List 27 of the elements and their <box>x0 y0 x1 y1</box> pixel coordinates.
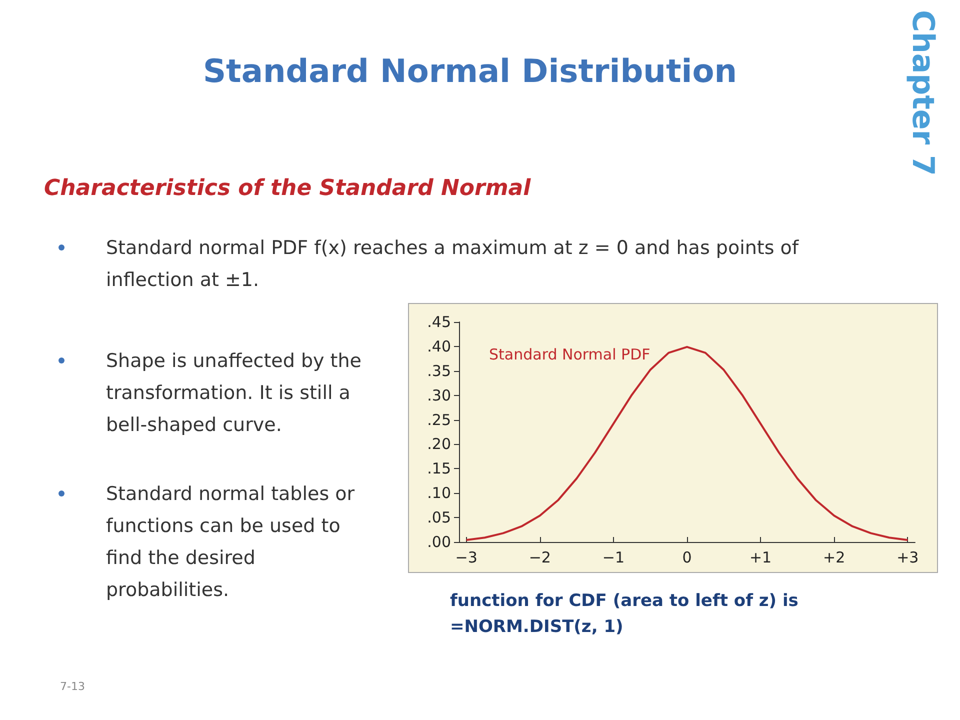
chart-title: Standard Normal Distribution <box>203 52 737 90</box>
text: 7-13 <box>60 680 85 693</box>
x-tick-label: −2 <box>528 548 551 566</box>
y-tick-label: .25 <box>427 410 451 429</box>
y-tick-label: .30 <box>427 386 451 404</box>
x-tick-label: 0 <box>682 548 692 566</box>
y-tick-label: .45 <box>427 313 451 331</box>
x-tick-label: +2 <box>823 548 846 566</box>
x-tick-label: +1 <box>749 548 772 566</box>
y-tick-label: .05 <box>427 508 451 527</box>
text: Shape is unaffected by the transformation. It is still a bell-shaped curve. <box>106 349 362 438</box>
series-label: Standard Normal PDF <box>489 346 650 364</box>
y-tick-label: .20 <box>427 435 451 454</box>
text: Standard normal tables or functions can be used to find the desired probabilities. <box>106 482 356 603</box>
x-tick-label: −1 <box>602 548 625 566</box>
x-tick-label: +3 <box>896 548 919 566</box>
text: Chapter 7 <box>905 10 940 176</box>
y-tick-label: .15 <box>427 460 451 478</box>
y-tick-label: .35 <box>427 362 451 380</box>
text: function for CDF (area to left of z) is =NORM.DIST(z, 1) <box>450 590 800 639</box>
text: Standard normal PDF f(x) reaches a maximum at z = 0 and has points of inflection at ±1. <box>106 236 800 293</box>
y-tick-label: .10 <box>427 484 451 502</box>
x-tick-label: −3 <box>455 548 478 566</box>
y-tick-label: .00 <box>427 533 451 551</box>
y-tick-label: .40 <box>427 337 451 356</box>
chart-subtitle: Characteristics of the Standard Normal <box>44 176 531 201</box>
line-series <box>465 346 909 542</box>
